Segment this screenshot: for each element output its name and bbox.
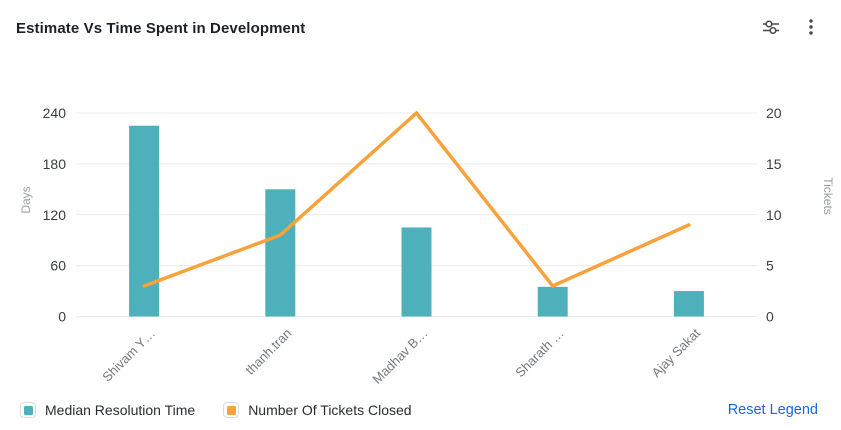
y-left-tick-label: 120 [43,207,67,223]
bar-thanh.tran[interactable] [265,189,296,317]
y-left-tick-label: 60 [50,258,66,274]
bar-series-swatch [23,405,33,415]
kebab-menu-icon [801,17,821,40]
reset-legend-link[interactable]: Reset Legend [727,402,818,418]
more-menu-button[interactable] [795,12,827,44]
chart-header: Estimate Vs Time Spent in Development [0,0,841,56]
x-axis-label: Madhav B… [369,326,430,387]
chart-title: Estimate Vs Time Spent in Development [16,19,306,37]
legend-label: Number Of Tickets Closed [248,402,412,418]
line-series[interactable] [142,110,691,289]
y-right-axis-name: Tickets [821,177,835,215]
y-left-tick-label: 0 [58,309,66,325]
y-left-axis-name: Days [19,186,33,213]
y-left-tick-label: 180 [43,156,67,172]
chart-legend: Median Resolution Time Number Of Tickets… [0,398,841,422]
line-series-swatch [226,405,236,415]
x-axis-label: Shivam Y… [99,326,158,385]
bar-Madhav B…[interactable] [401,227,432,317]
legend-label: Median Resolution Time [45,402,196,418]
y-right-tick-label: 10 [766,207,782,223]
legend-item-number-of-tickets-closed[interactable]: Number Of Tickets Closed [223,402,412,418]
x-axis-label: thanh.tran [242,326,294,378]
y-right-tick-label: 5 [766,258,774,274]
bar-Sharath …[interactable] [537,286,568,317]
chart-settings-button[interactable] [755,12,787,44]
bar-Ajay Sakat[interactable] [673,291,704,317]
legend-swatch-box [223,402,240,418]
bar-Shivam Y…[interactable] [129,125,160,317]
y-right-tick-label: 15 [766,156,782,172]
legend-item-median-resolution-time[interactable]: Median Resolution Time [20,402,195,418]
y-right-tick-label: 0 [766,309,774,325]
legend-swatch-box [20,402,36,418]
sliders-icon [760,16,782,41]
x-axis-label: Sharath … [512,326,567,381]
x-axis-label: Ajay Sakat [648,325,703,380]
y-right-tick-label: 20 [766,105,782,121]
header-actions [755,12,827,44]
y-left-tick-label: 240 [43,105,67,121]
